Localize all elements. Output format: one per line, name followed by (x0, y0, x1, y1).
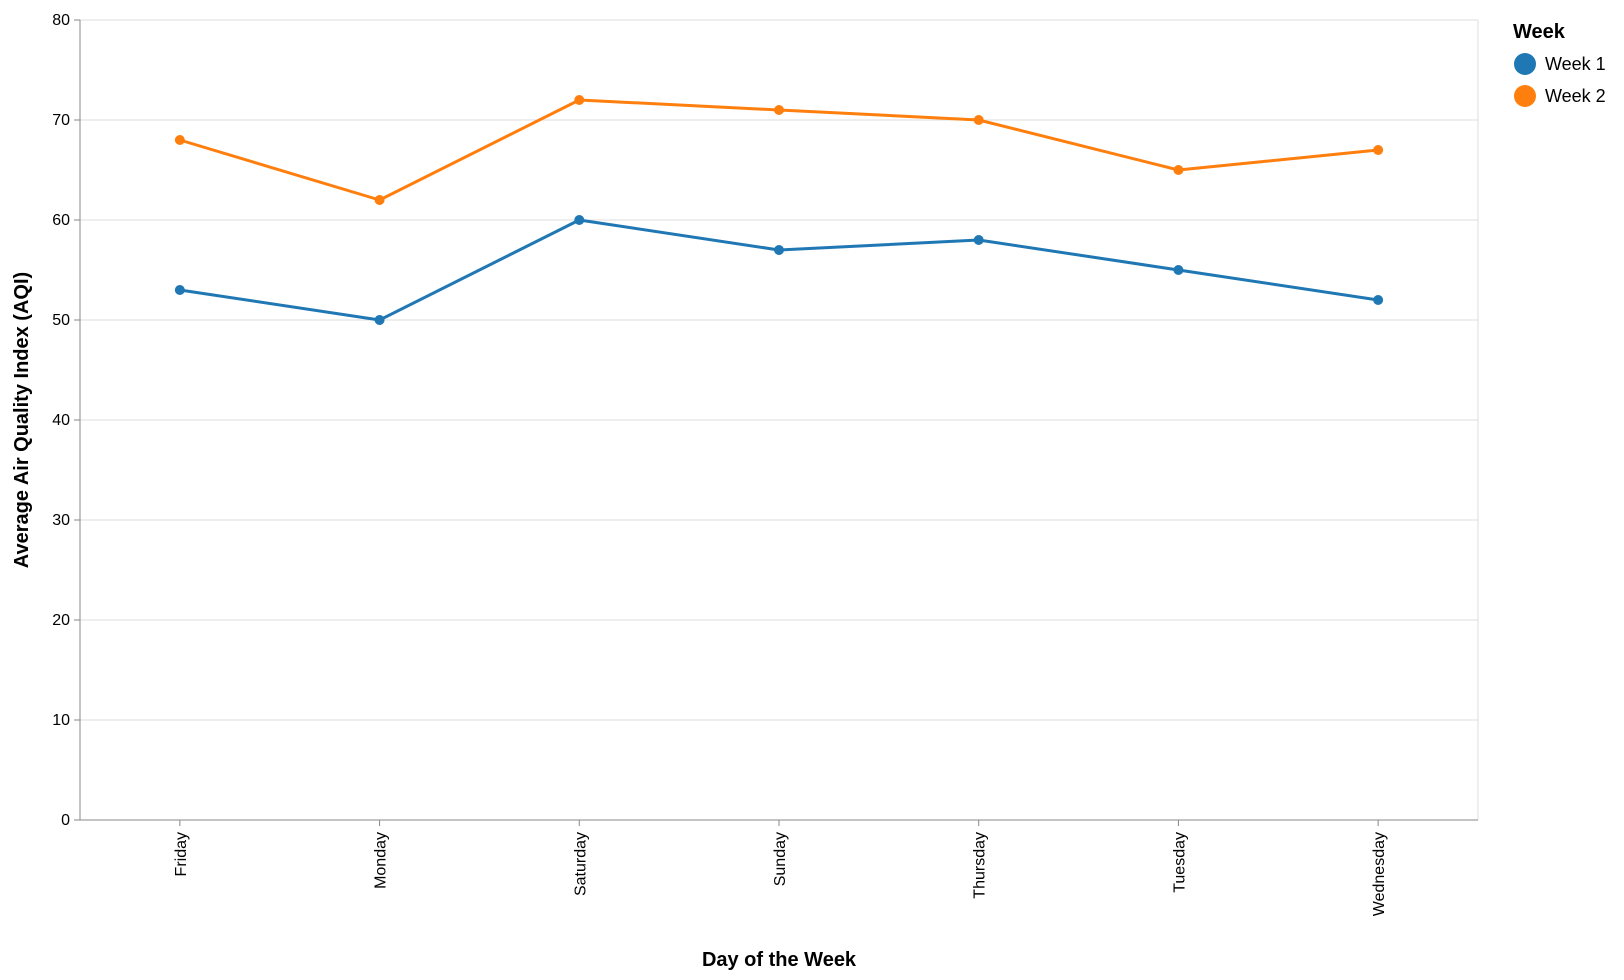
y-tick-label: 40 (52, 412, 70, 429)
x-axis-title: Day of the Week (702, 949, 857, 971)
legend: Week Week 1 Week 2 (1513, 21, 1606, 107)
legend-swatch (1514, 53, 1536, 75)
y-tick-label: 20 (52, 612, 70, 629)
data-point (1373, 145, 1384, 155)
x-tick-label: Sunday (772, 832, 789, 886)
data-point (174, 135, 185, 145)
data-point (574, 215, 585, 225)
y-tick-label: 60 (52, 212, 70, 229)
data-point (973, 115, 984, 125)
y-tick-label: 30 (52, 512, 70, 529)
y-tick-label: 80 (52, 12, 70, 29)
data-point (1173, 265, 1184, 275)
x-tick-label: Wednesday (1371, 832, 1388, 916)
data-point (1373, 295, 1384, 305)
legend-items: Week 1 Week 2 (1514, 53, 1606, 107)
data-point (774, 245, 784, 255)
x-tick-label: Tuesday (1171, 832, 1188, 893)
legend-label: Week 2 (1545, 86, 1606, 106)
x-tick-label: Friday (173, 832, 190, 876)
data-point (574, 95, 585, 105)
data-point (1173, 165, 1184, 175)
data-point (374, 315, 385, 325)
data-point (774, 105, 784, 115)
series-points (174, 95, 1384, 325)
y-axis-title: Average Air Quality Index (AQI) (11, 272, 33, 568)
legend-title: Week (1513, 21, 1566, 43)
data-point (174, 285, 185, 295)
legend-swatch (1514, 85, 1536, 107)
data-point (374, 195, 385, 205)
data-point (973, 235, 984, 245)
grid-lines (80, 19, 1479, 821)
series-lines (179, 98, 1379, 322)
y-tick-label: 0 (61, 812, 70, 829)
y-tick-label: 50 (52, 312, 70, 329)
axes: 0 10 20 30 40 50 60 70 80 Friday Monday Saturday Sun… (52, 12, 1478, 916)
x-tick-label: Monday (373, 832, 390, 889)
y-tick-label: 70 (52, 112, 70, 129)
x-tick-label: Thursday (972, 832, 989, 899)
y-tick-label: 10 (52, 712, 70, 729)
legend-label: Week 1 (1545, 54, 1606, 74)
series-line-1 (179, 218, 1379, 322)
x-tick-label: Saturday (572, 832, 589, 896)
